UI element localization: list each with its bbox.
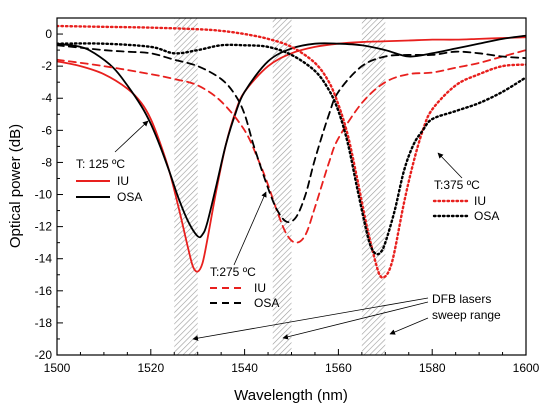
series-line-osa-solid xyxy=(57,34,526,239)
arrow-275 xyxy=(233,191,267,266)
arrow-125 xyxy=(114,120,149,153)
legend-125-iu-label: IU xyxy=(117,174,129,188)
arrow-375 xyxy=(437,152,463,179)
x-tick-label: 1540 xyxy=(231,361,258,375)
y-tick-label: -10 xyxy=(35,188,53,202)
arrow-dfb-1 xyxy=(192,297,429,341)
y-tick-label: -4 xyxy=(41,91,52,105)
y-tick-label: -2 xyxy=(41,59,52,73)
legend-125: T: 125 ºC IU OSA xyxy=(76,157,142,204)
legend-275-iu-label: IU xyxy=(254,281,266,295)
annotation-arrows xyxy=(114,120,463,341)
series-line-iu-dotted xyxy=(57,24,526,279)
y-tick-label: -14 xyxy=(35,252,53,266)
legend-375: T:375 ºC IU OSA xyxy=(432,178,499,223)
arrow-dfb-2 xyxy=(282,301,429,340)
legend-275-osa-label: OSA xyxy=(254,296,279,310)
x-axis-ticks: 1500 1520 1540 1560 1580 1600 xyxy=(44,349,540,375)
series-line-osa-dotted xyxy=(57,42,526,256)
dfb-annotation-line1: DFB lasers xyxy=(432,292,491,306)
x-tick-label: 1560 xyxy=(325,361,352,375)
y-tick-label: 0 xyxy=(45,27,52,41)
arrow-dfb-3 xyxy=(389,317,429,335)
series-line-osa-dashed xyxy=(57,44,526,224)
dfb-annotation-line2: sweep range xyxy=(432,308,501,322)
y-tick-label: -8 xyxy=(41,155,52,169)
y-axis-label: Optical power (dB) xyxy=(7,124,24,248)
legend-125-osa-label: OSA xyxy=(117,190,142,204)
legend-125-title: T: 125 ºC xyxy=(76,157,125,171)
sweep-range-bands xyxy=(174,18,386,355)
sweep-band-3 xyxy=(361,18,386,355)
series-line-iu-dashed xyxy=(57,49,526,244)
legend-375-osa-label: OSA xyxy=(474,209,499,223)
y-tick-label: -16 xyxy=(35,284,53,298)
legend-375-iu-label: IU xyxy=(474,194,486,208)
y-tick-label: -18 xyxy=(35,316,53,330)
x-tick-label: 1600 xyxy=(513,361,540,375)
legend-275-title: T:275 ºC xyxy=(210,265,256,279)
legend-375-title: T:375 ºC xyxy=(434,178,480,192)
y-tick-label: -12 xyxy=(35,220,53,234)
sweep-band-2 xyxy=(272,18,292,355)
sweep-band-1 xyxy=(174,18,198,355)
y-axis-ticks: 0 -2 -4 -6 -8 -10 -12 -14 -16 -18 -20 xyxy=(35,27,63,362)
y-tick-label: -6 xyxy=(41,123,52,137)
x-axis-label: Wavelength (nm) xyxy=(234,387,348,404)
x-tick-label: 1500 xyxy=(44,361,71,375)
series-lines xyxy=(57,24,526,279)
legend-275: T:275 ºC IU OSA xyxy=(210,265,279,310)
x-tick-label: 1580 xyxy=(419,361,446,375)
x-tick-label: 1520 xyxy=(137,361,164,375)
y-tick-label: -20 xyxy=(35,348,53,362)
